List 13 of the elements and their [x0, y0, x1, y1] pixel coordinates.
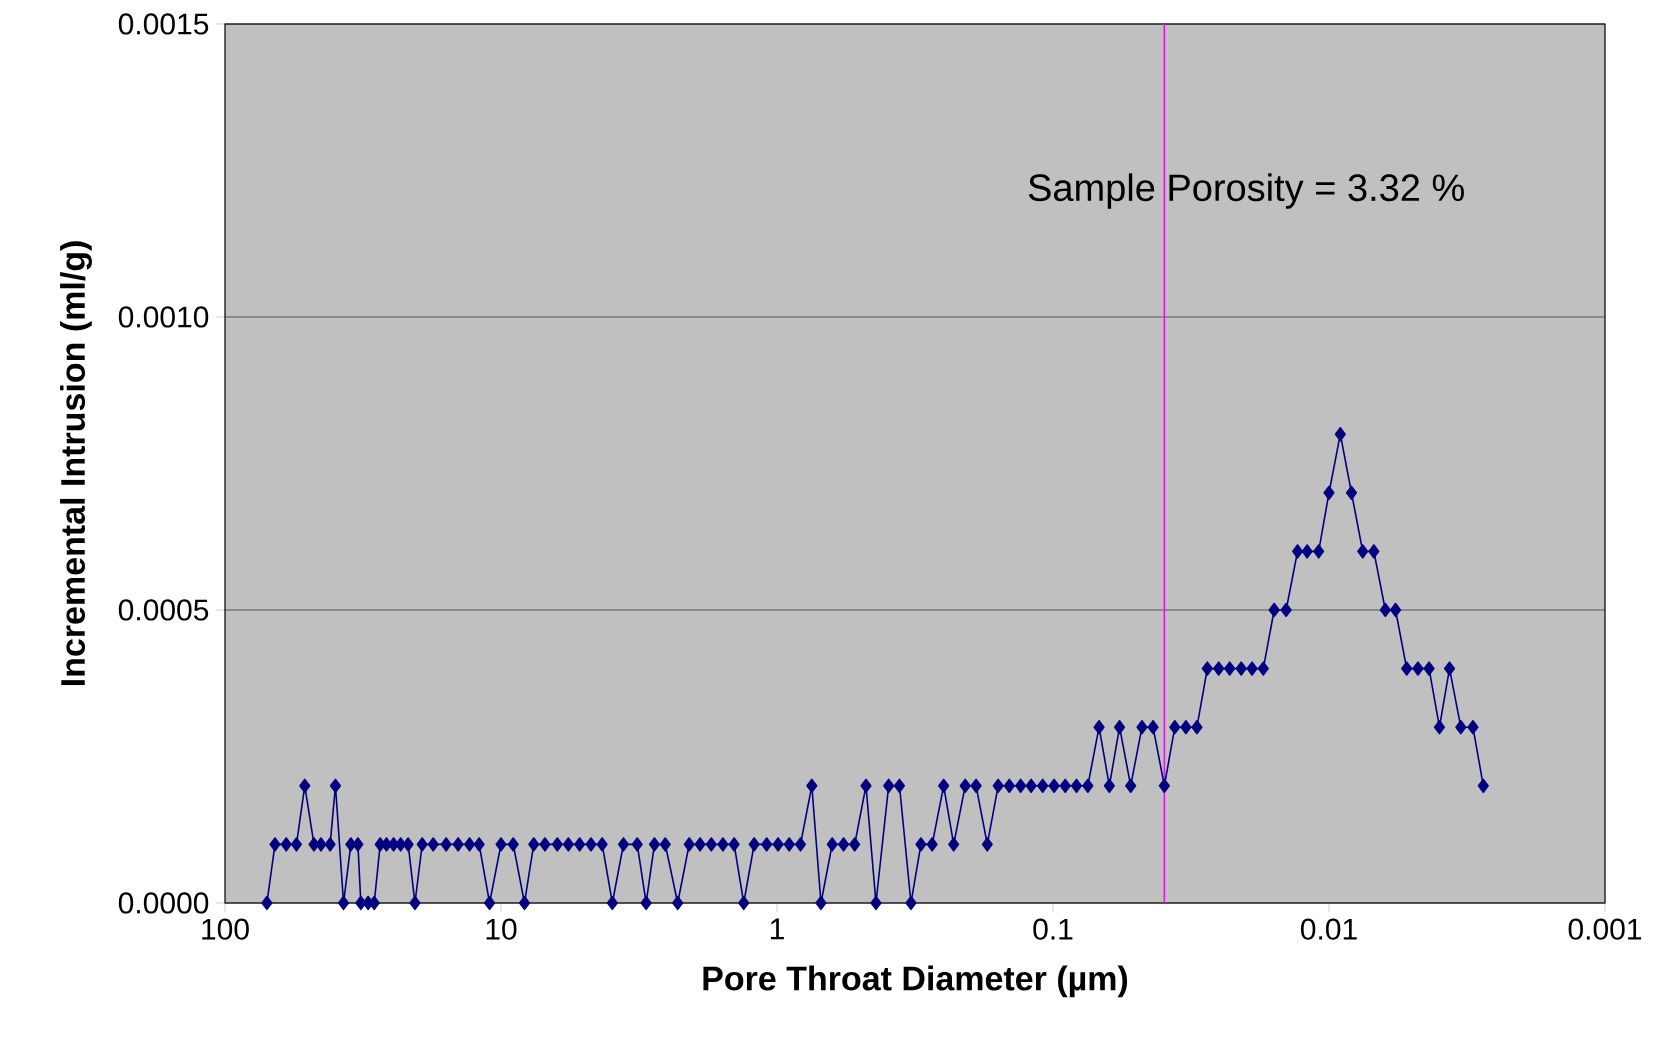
y-axis-title: Incremental Intrusion (ml/g) [60, 241, 92, 686]
y-tick-label: 0.0000 [118, 892, 209, 914]
x-tick-label: 100 [202, 918, 249, 940]
x-tick-label: 0.001 [1568, 918, 1642, 940]
x-tick-label: 10 [486, 918, 517, 940]
y-tick-label: 0.0015 [118, 13, 209, 35]
annotation: Sample Porosity = 3.32 % [1028, 173, 1464, 209]
x-tick-label: 1 [770, 918, 784, 940]
x-tick-label: 0.1 [1033, 918, 1073, 940]
y-tick-label: 0.0010 [118, 306, 209, 328]
x-tick-label: 0.01 [1300, 918, 1357, 940]
y-tick-label: 0.0005 [118, 599, 209, 621]
x-axis-title: Pore Throat Diameter (µm) [703, 965, 1128, 998]
